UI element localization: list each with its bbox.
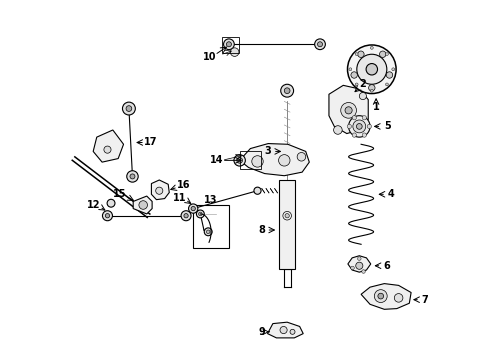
Text: 10: 10 xyxy=(202,52,216,62)
Circle shape xyxy=(347,45,396,94)
Text: 13: 13 xyxy=(204,195,218,204)
Circle shape xyxy=(189,204,198,213)
Circle shape xyxy=(368,85,375,91)
Text: 3: 3 xyxy=(264,147,271,157)
Circle shape xyxy=(102,211,113,221)
Polygon shape xyxy=(151,180,169,200)
Circle shape xyxy=(234,155,245,166)
Circle shape xyxy=(358,257,361,260)
Circle shape xyxy=(351,72,357,78)
Circle shape xyxy=(370,89,373,92)
Text: 8: 8 xyxy=(258,225,265,235)
Circle shape xyxy=(184,213,188,218)
Circle shape xyxy=(285,213,289,218)
Circle shape xyxy=(230,48,239,57)
Circle shape xyxy=(284,88,290,94)
Circle shape xyxy=(367,124,371,129)
Text: 5: 5 xyxy=(384,121,391,131)
Polygon shape xyxy=(361,284,411,309)
Circle shape xyxy=(341,103,356,118)
Circle shape xyxy=(206,230,210,234)
Circle shape xyxy=(281,84,294,97)
Circle shape xyxy=(297,153,306,161)
Circle shape xyxy=(223,39,234,50)
Circle shape xyxy=(386,83,389,86)
Circle shape xyxy=(345,107,352,114)
Circle shape xyxy=(226,42,231,47)
Bar xyxy=(240,152,261,169)
Circle shape xyxy=(252,156,263,167)
Circle shape xyxy=(362,116,367,120)
Circle shape xyxy=(380,51,386,58)
Polygon shape xyxy=(348,256,371,272)
Polygon shape xyxy=(268,322,303,338)
Circle shape xyxy=(386,53,389,55)
Text: 16: 16 xyxy=(177,180,190,190)
Circle shape xyxy=(374,290,387,302)
Circle shape xyxy=(356,123,362,129)
Circle shape xyxy=(378,293,384,299)
Circle shape xyxy=(126,106,132,111)
Bar xyxy=(193,205,229,248)
Circle shape xyxy=(392,68,394,71)
Circle shape xyxy=(348,116,370,137)
Circle shape xyxy=(394,294,403,302)
Circle shape xyxy=(359,93,367,100)
Circle shape xyxy=(355,83,358,86)
Polygon shape xyxy=(133,196,152,214)
Circle shape xyxy=(353,120,366,133)
Bar xyxy=(222,37,239,53)
Text: 7: 7 xyxy=(421,295,428,305)
Circle shape xyxy=(105,213,110,218)
Text: 11: 11 xyxy=(173,193,186,203)
Circle shape xyxy=(290,329,295,334)
Text: 1: 1 xyxy=(373,102,379,112)
Text: 14: 14 xyxy=(210,156,224,165)
Circle shape xyxy=(352,116,356,120)
Circle shape xyxy=(386,72,392,78)
Circle shape xyxy=(127,171,138,182)
Circle shape xyxy=(318,42,322,47)
Circle shape xyxy=(122,102,135,115)
Polygon shape xyxy=(93,130,123,162)
Circle shape xyxy=(156,187,163,194)
Bar xyxy=(279,180,295,269)
Text: 2: 2 xyxy=(360,79,366,89)
Circle shape xyxy=(279,155,290,166)
Circle shape xyxy=(358,51,364,58)
Circle shape xyxy=(366,64,377,75)
Circle shape xyxy=(315,39,325,50)
Polygon shape xyxy=(329,85,368,134)
Circle shape xyxy=(198,212,202,216)
Text: 12: 12 xyxy=(87,200,100,210)
Polygon shape xyxy=(240,144,309,176)
Text: 4: 4 xyxy=(388,189,395,199)
Circle shape xyxy=(237,157,243,163)
Circle shape xyxy=(196,210,204,218)
Circle shape xyxy=(347,124,351,129)
Circle shape xyxy=(280,327,287,334)
Circle shape xyxy=(254,187,261,194)
Circle shape xyxy=(139,201,147,209)
Circle shape xyxy=(204,228,212,236)
Circle shape xyxy=(107,199,115,207)
Circle shape xyxy=(370,46,373,49)
Circle shape xyxy=(362,270,366,273)
Circle shape xyxy=(349,68,352,71)
Circle shape xyxy=(130,174,135,179)
Circle shape xyxy=(352,133,356,137)
Circle shape xyxy=(351,266,354,270)
Circle shape xyxy=(334,126,342,134)
Text: 15: 15 xyxy=(113,189,127,199)
Circle shape xyxy=(181,211,191,221)
Text: 6: 6 xyxy=(384,261,391,271)
Circle shape xyxy=(191,206,196,211)
Circle shape xyxy=(357,54,387,84)
Text: 9: 9 xyxy=(258,327,265,337)
Circle shape xyxy=(362,133,367,137)
Circle shape xyxy=(104,146,111,153)
Circle shape xyxy=(355,53,358,55)
Text: 17: 17 xyxy=(144,138,157,148)
Circle shape xyxy=(356,262,363,269)
